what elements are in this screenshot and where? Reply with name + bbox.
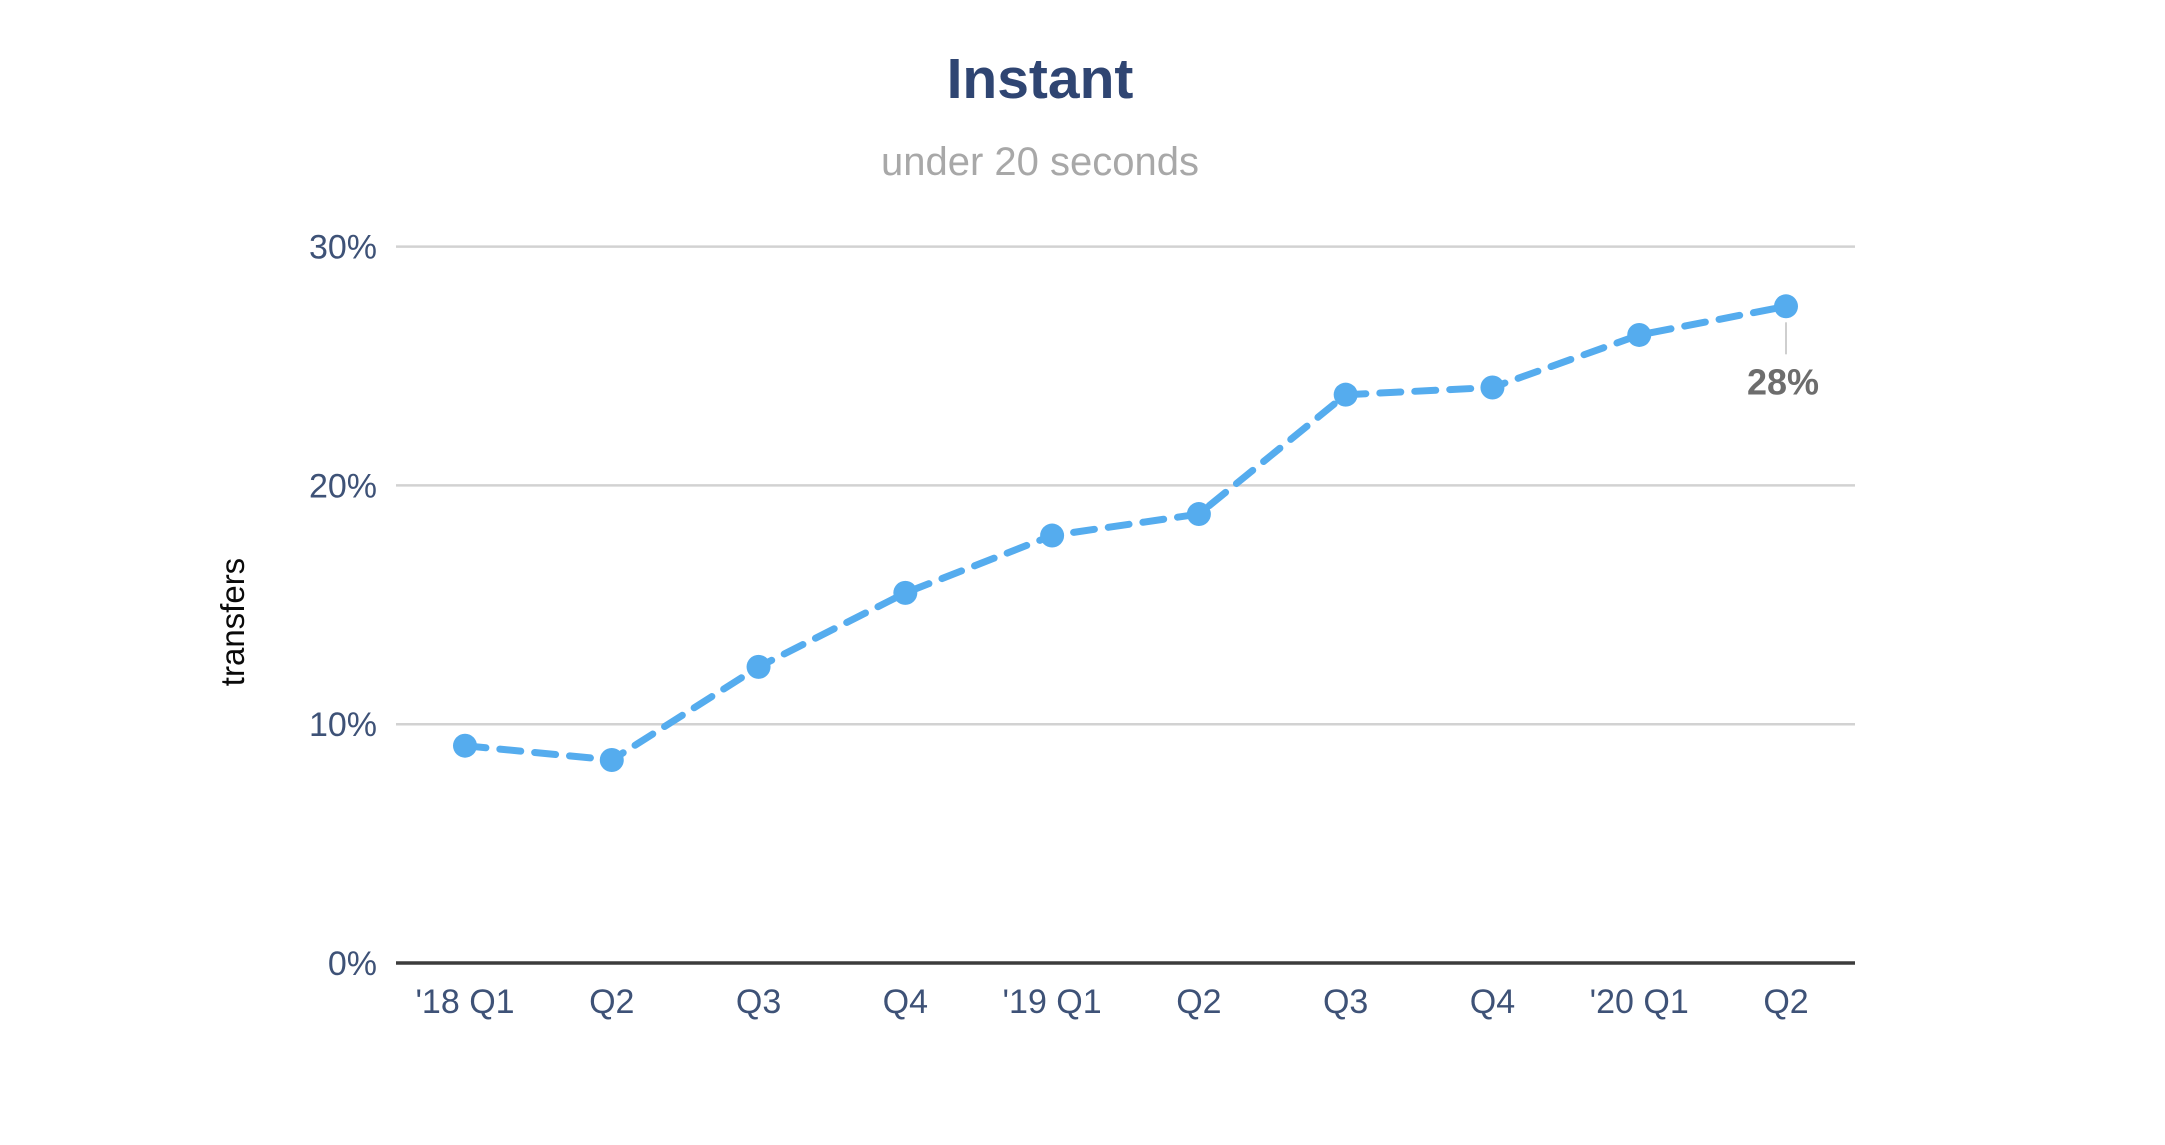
x-tick-label: Q4 [883, 983, 928, 1021]
x-tick-label: Q3 [736, 983, 781, 1021]
chart-subtitle: under 20 seconds [880, 140, 1200, 184]
series-line [461, 302, 1790, 764]
data-point-marker [1480, 375, 1505, 400]
x-tick-label: '19 Q1 [1003, 983, 1102, 1021]
data-point-marker [893, 580, 918, 605]
chart-title: Instant [946, 47, 1134, 111]
x-tick-label: '20 Q1 [1590, 983, 1689, 1021]
data-point-marker [599, 748, 624, 773]
y-tick-label: 20% [309, 467, 377, 505]
x-tick-label: Q2 [1763, 983, 1808, 1021]
x-tick-label: Q2 [1176, 983, 1221, 1021]
data-point-marker [453, 733, 477, 758]
last-value-callout: 28% [1747, 361, 1819, 402]
data-point-marker [1774, 294, 1798, 319]
x-tick-label: Q2 [589, 983, 634, 1021]
data-point-marker [1333, 382, 1358, 407]
data-point-marker [1040, 523, 1065, 548]
x-tick-label: '18 Q1 [415, 983, 514, 1021]
y-tick-label: 0% [328, 945, 377, 983]
x-tick-label: Q3 [1323, 983, 1368, 1021]
data-point-marker [1186, 502, 1211, 527]
y-tick-label: 30% [309, 229, 377, 267]
data-point-marker [1627, 322, 1652, 347]
y-tick-label: 10% [309, 706, 377, 744]
data-point-marker [746, 654, 771, 679]
x-tick-label: Q4 [1470, 983, 1515, 1021]
